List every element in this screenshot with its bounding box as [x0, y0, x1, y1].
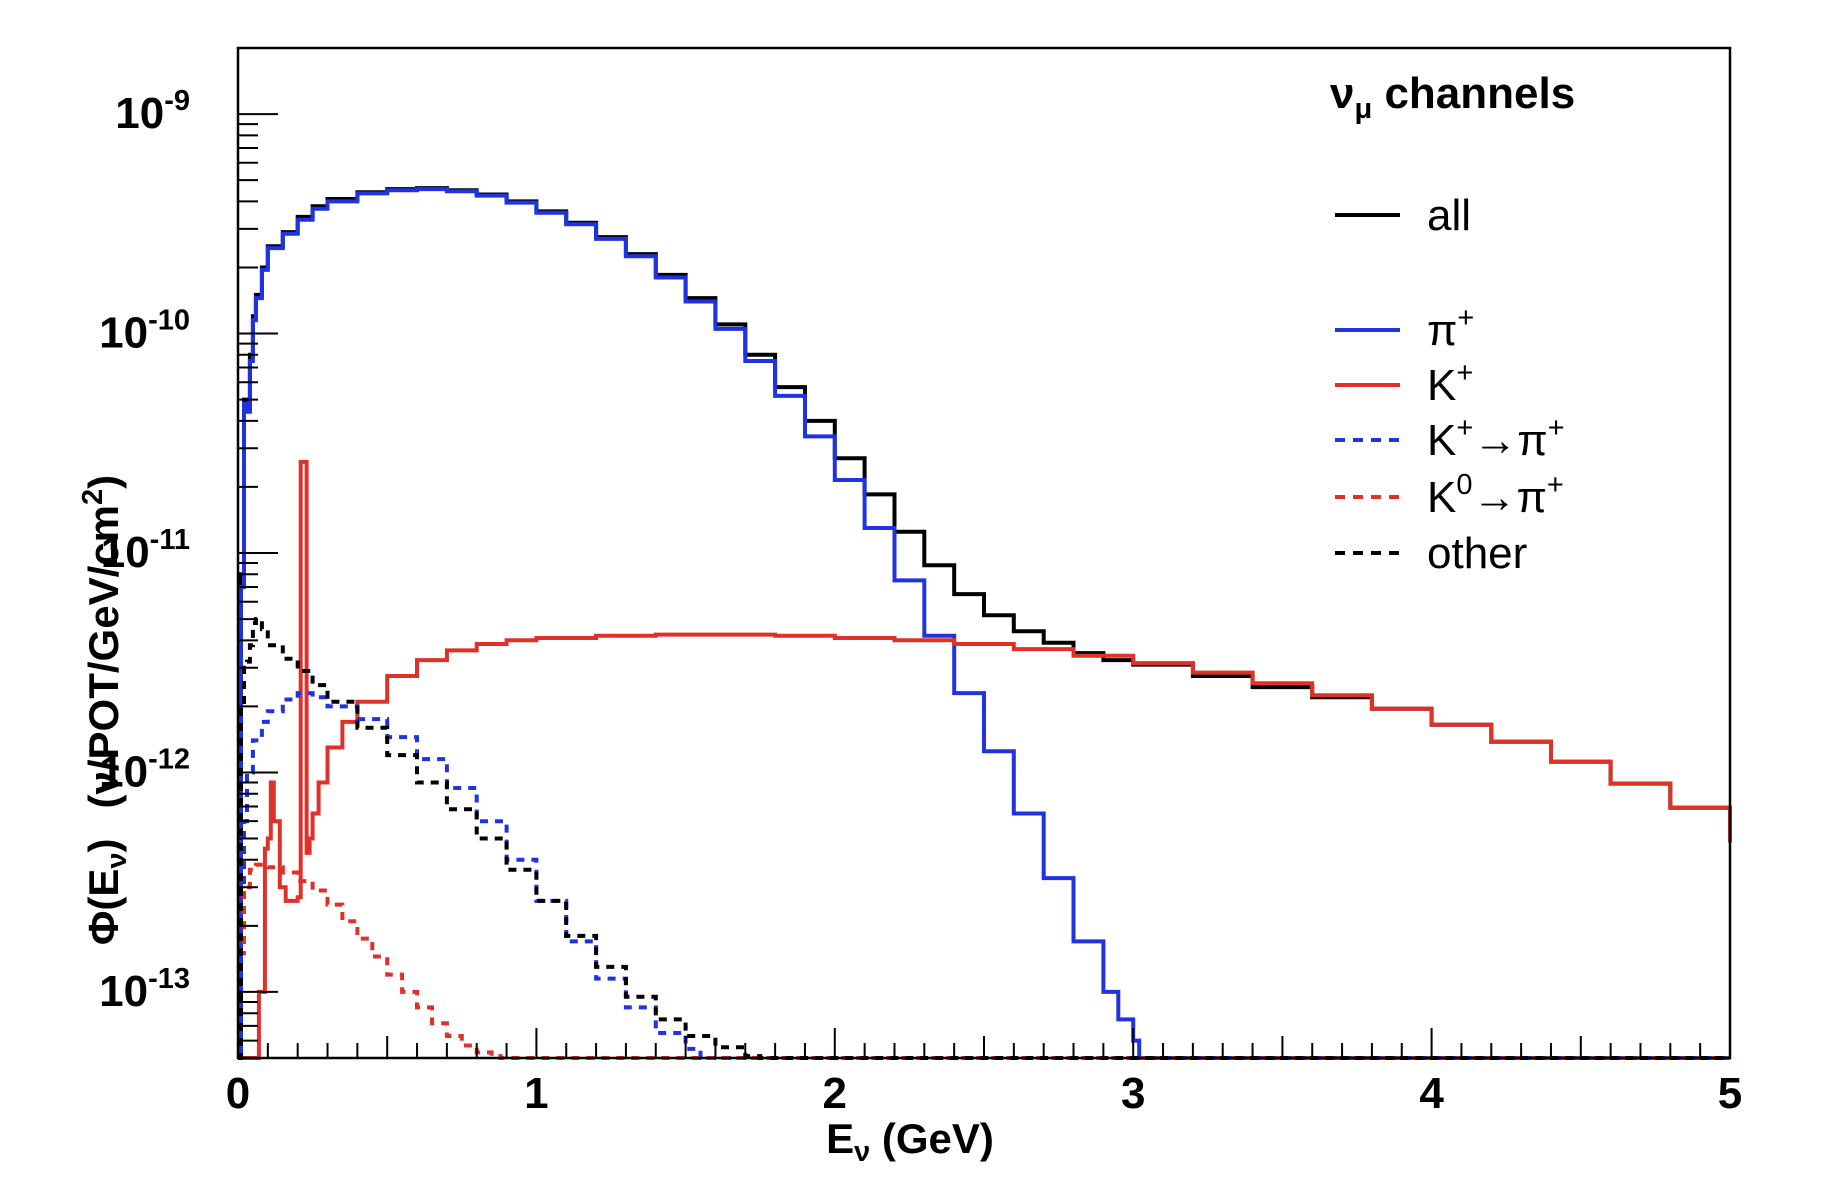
x-tick-label: 3 [1121, 1069, 1145, 1118]
curves-group [238, 186, 1732, 1060]
legend-title: νμ channels [1330, 69, 1575, 125]
legend-label-4: K+→π+ [1427, 412, 1565, 465]
x-axis-title: Eν (GeV) [826, 1115, 994, 1168]
x-tick-label: 0 [226, 1069, 250, 1118]
x-tick-label: 1 [524, 1069, 548, 1118]
y-axis-ticks: 10-13 10-12 10-11 10-10 10-9 [99, 47, 278, 1059]
series-line-5 [238, 862, 1730, 1060]
legend-label-6: other [1427, 529, 1527, 578]
series-line-2 [238, 187, 1730, 1060]
x-tick-label: 2 [823, 1069, 847, 1118]
y-tick-label: 10-11 [101, 524, 190, 577]
legend-label-5: K0→π+ [1427, 469, 1564, 522]
y-axis-title: Φ(Eν)(ν/POT/GeV/cm2) [77, 475, 133, 945]
legend: all π+K+K+→π+K0→π+ other [1335, 191, 1565, 578]
y-tick-label: 10-10 [99, 305, 190, 358]
y-tick-label: 10-12 [99, 743, 190, 796]
y-tick-label: 10-9 [115, 85, 190, 138]
y-tick-label: 10-13 [99, 963, 190, 1016]
series-line-3 [238, 459, 1732, 1060]
series-line-4 [238, 691, 1730, 1060]
x-axis-ticks: 0 1 2 3 4 5 [226, 1028, 1742, 1118]
x-tick-label: 5 [1718, 1069, 1742, 1118]
legend-label-3: K+ [1427, 357, 1473, 410]
series-line-6 [238, 617, 1730, 1060]
series-line-1 [238, 186, 1732, 1060]
legend-label-1: all [1427, 191, 1471, 240]
legend-label-2: π+ [1427, 302, 1474, 355]
x-tick-label: 4 [1419, 1069, 1444, 1118]
